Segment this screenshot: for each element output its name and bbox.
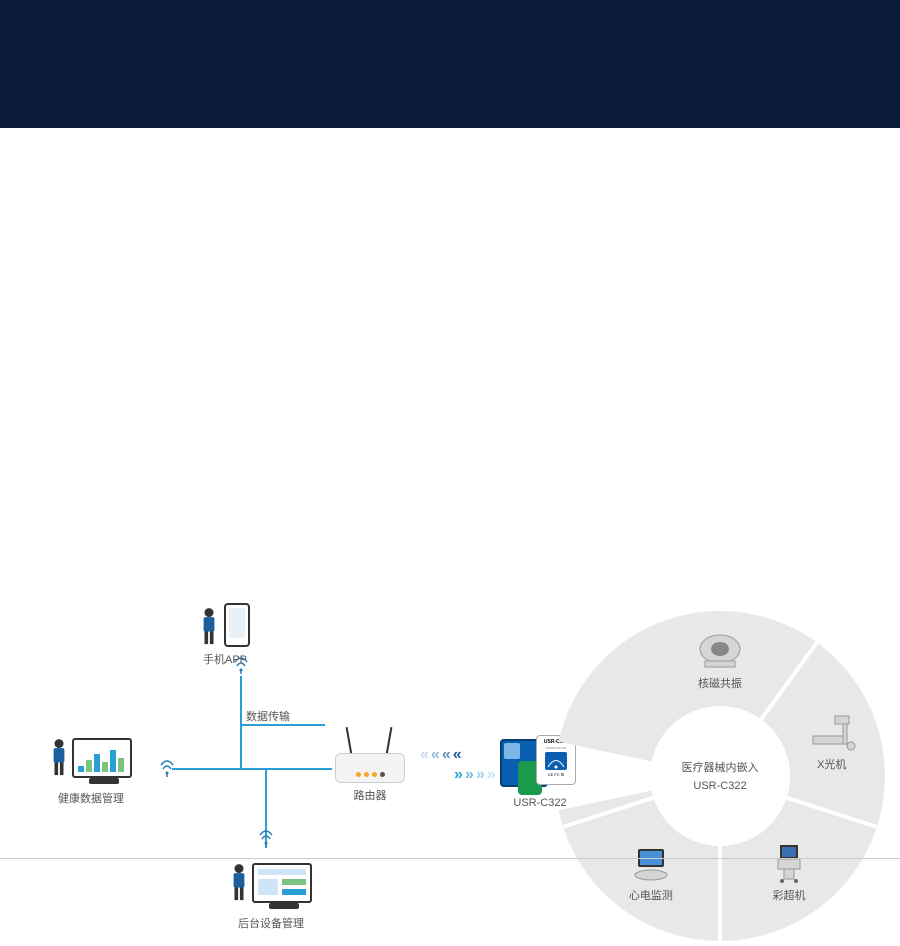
xray-icon	[807, 712, 857, 752]
device-mri: 核磁共振	[690, 631, 750, 691]
arrows-right: »»»»	[454, 766, 496, 784]
device-ultrasound: 彩超机	[759, 843, 819, 903]
person-icon	[200, 607, 218, 647]
wifi-icon	[160, 759, 174, 782]
monitor-icon	[72, 738, 132, 778]
node-backend: 后台设备管理	[230, 863, 312, 931]
arrows-left: ««««	[420, 746, 462, 764]
ecg-icon	[626, 843, 676, 883]
health-data-label: 健康数据管理	[50, 790, 132, 806]
transmission-label: 数据传输	[246, 708, 290, 724]
footer-divider	[0, 858, 900, 859]
wifi-icon	[259, 829, 273, 852]
router-label: 路由器	[330, 787, 410, 803]
device-xray: X光机	[802, 712, 862, 772]
person-icon	[50, 738, 68, 778]
monitor-icon	[252, 863, 312, 903]
device-ecg: 心电监测	[621, 843, 681, 903]
node-health-data: 健康数据管理	[50, 738, 132, 806]
connection-line	[240, 724, 325, 726]
circle-center-text: 医疗器械内嵌入USR-C322	[660, 760, 780, 795]
connection-line	[172, 768, 332, 770]
node-router: 路由器	[330, 723, 410, 803]
router-icon	[335, 753, 405, 783]
phone-icon	[224, 603, 250, 647]
device-label: X光机	[802, 756, 862, 772]
device-label: 彩超机	[759, 887, 819, 903]
device-label: 核磁共振	[690, 675, 750, 691]
phone-app-label: 手机APP	[200, 651, 250, 667]
person-icon	[230, 863, 248, 903]
node-phone-app: 手机APP	[200, 603, 250, 667]
ultrasound-icon	[764, 843, 814, 883]
connection-line	[240, 676, 242, 768]
network-diagram: 数据传输 手机APP 健康数据管理	[0, 128, 900, 858]
device-label: 心电监测	[621, 887, 681, 903]
backend-label: 后台设备管理	[230, 915, 312, 931]
header-banner	[0, 0, 900, 128]
mri-icon	[695, 631, 745, 671]
